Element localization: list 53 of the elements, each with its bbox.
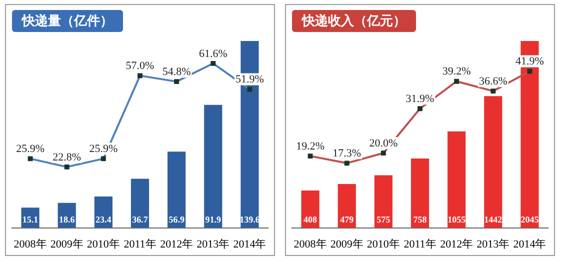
bar <box>130 178 150 228</box>
bar <box>410 158 430 228</box>
x-tick-label: 2013年 <box>476 238 510 250</box>
data-label: 57.0% <box>126 60 154 72</box>
x-tick-label: 2011年 <box>124 238 156 250</box>
bar <box>301 190 320 228</box>
data-label: 39.2% <box>442 66 471 78</box>
x-tick-label: 2010年 <box>366 238 400 250</box>
data-label: 139.6 <box>240 214 260 225</box>
x-tick-label: 2014年 <box>233 238 266 250</box>
x-tick-label: 2010年 <box>86 238 120 250</box>
data-label: 36.6% <box>478 75 508 88</box>
x-tick-label: 2008年 <box>14 238 47 250</box>
data-label: 51.9% <box>236 74 264 86</box>
x-tick-label: 2009年 <box>330 238 364 250</box>
bar <box>448 131 466 228</box>
x-tick-label: 2009年 <box>50 238 84 250</box>
data-label: 25.9% <box>89 143 118 156</box>
data-label: 23.4 <box>96 214 112 225</box>
x-tick-label: 2012年 <box>440 238 474 250</box>
data-label: 20.0% <box>369 137 398 150</box>
x-tick-label: 2011年 <box>404 238 436 250</box>
x-tick-label: 2008年 <box>294 238 327 250</box>
chart-title: 快递量（亿件） <box>12 10 123 32</box>
data-label: 1055 <box>448 214 466 225</box>
data-label: 575 <box>376 214 391 225</box>
bar <box>484 96 502 228</box>
data-label: 31.9% <box>406 93 434 106</box>
data-label: 36.7 <box>132 214 148 225</box>
data-label: 2045 <box>520 214 540 225</box>
data-label: 54.8% <box>162 66 191 78</box>
x-tick-label: 2014年 <box>513 238 546 250</box>
data-label: 408 <box>304 214 318 225</box>
data-label: 56.9 <box>168 214 185 225</box>
x-tick-label: 2013年 <box>196 238 230 250</box>
data-label: 1442 <box>484 214 503 225</box>
data-label: 18.6 <box>58 214 76 225</box>
bar <box>204 104 222 228</box>
data-label: 19.2% <box>296 140 324 152</box>
chart-title: 快递收入（亿元） <box>292 10 416 32</box>
data-label: 17.3% <box>332 148 362 160</box>
bar <box>374 175 392 228</box>
data-label: 22.8% <box>52 151 82 164</box>
data-label: 15.1 <box>22 214 39 225</box>
bar <box>338 184 356 228</box>
bar <box>168 152 186 228</box>
data-label: 61.6% <box>198 48 228 60</box>
x-tick-label: 2012年 <box>160 238 194 250</box>
data-label: 758 <box>413 214 428 225</box>
data-label: 91.9 <box>205 214 222 225</box>
data-label: 479 <box>340 214 354 225</box>
data-label: 25.9% <box>16 143 44 156</box>
data-label: 41.9% <box>516 56 544 68</box>
